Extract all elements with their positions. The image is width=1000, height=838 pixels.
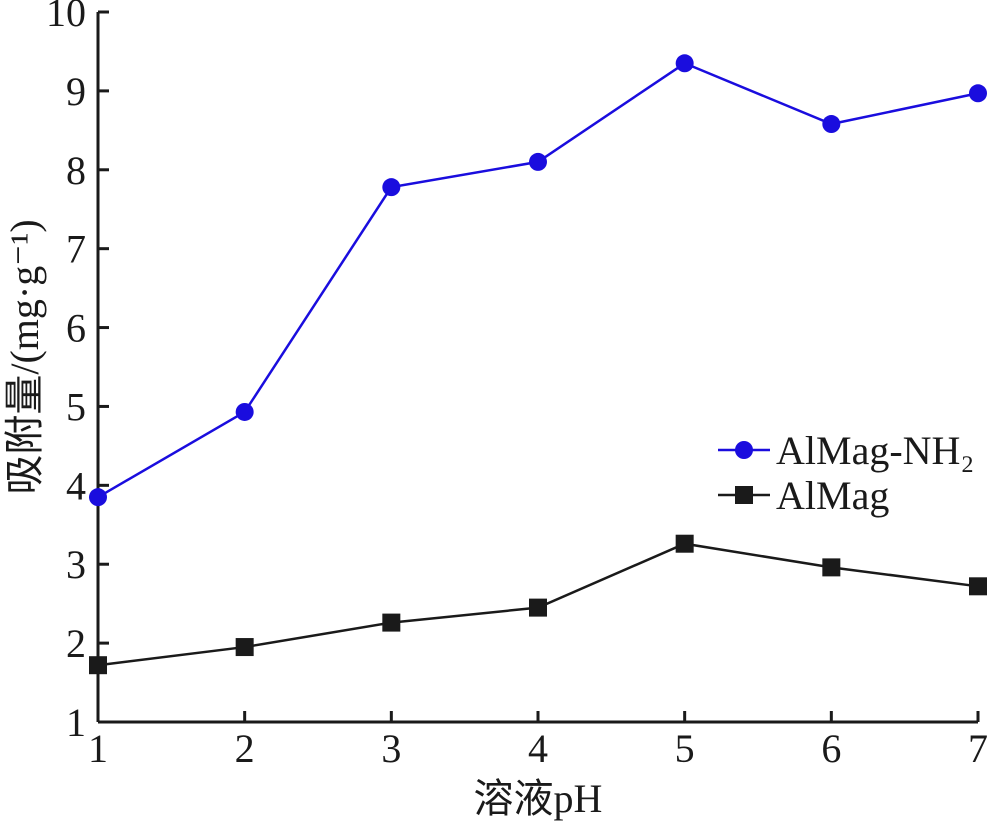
y-tick-label: 1 [66, 700, 86, 745]
legend-item: AlMag [718, 473, 889, 518]
y-tick-label: 6 [66, 306, 86, 351]
legend-label: AlMag-NH₂ [776, 428, 974, 473]
y-tick-label: 3 [66, 542, 86, 587]
y-tick-label: 5 [66, 384, 86, 429]
x-tick-label: 2 [235, 726, 255, 771]
data-point [89, 656, 107, 675]
legend-marker [735, 441, 753, 459]
y-tick-label: 2 [66, 621, 86, 666]
legend-label: AlMag [776, 473, 889, 518]
legend-item: AlMag-NH₂ [718, 428, 974, 473]
data-point [822, 558, 841, 577]
y-tick-label: 8 [66, 148, 86, 193]
data-point [969, 577, 987, 596]
series-layer [89, 54, 987, 675]
data-point [529, 598, 547, 617]
axes: 1 2 3 4 5 6 7 8 9 10 1 2 3 4 5 6 7 [46, 0, 988, 771]
data-point [235, 402, 254, 421]
data-point [675, 54, 694, 73]
y-axis-title: 吸附量/(mg·g⁻¹) [2, 219, 47, 494]
x-tick-label: 3 [381, 726, 401, 771]
x-axis-title: 溶液pH [474, 776, 603, 821]
y-tick-label: 9 [66, 69, 86, 114]
x-tick-label: 4 [528, 726, 548, 771]
data-point [969, 84, 987, 103]
data-point [89, 488, 107, 507]
data-point [822, 115, 841, 134]
data-point [675, 534, 694, 553]
data-point [382, 613, 401, 632]
data-point [529, 152, 547, 171]
legend-marker [735, 486, 753, 504]
x-tick-label: 5 [675, 726, 695, 771]
x-tick-label: 6 [821, 726, 841, 771]
series-almag-nh2 [89, 54, 987, 507]
series-almag [89, 534, 987, 675]
data-point [235, 638, 254, 657]
x-tick-label: 7 [968, 726, 988, 771]
y-tick-label: 10 [46, 0, 86, 35]
data-point [382, 178, 401, 197]
x-tick-label: 1 [88, 726, 108, 771]
y-tick-label: 7 [66, 227, 86, 272]
y-tick-label: 4 [66, 463, 86, 508]
